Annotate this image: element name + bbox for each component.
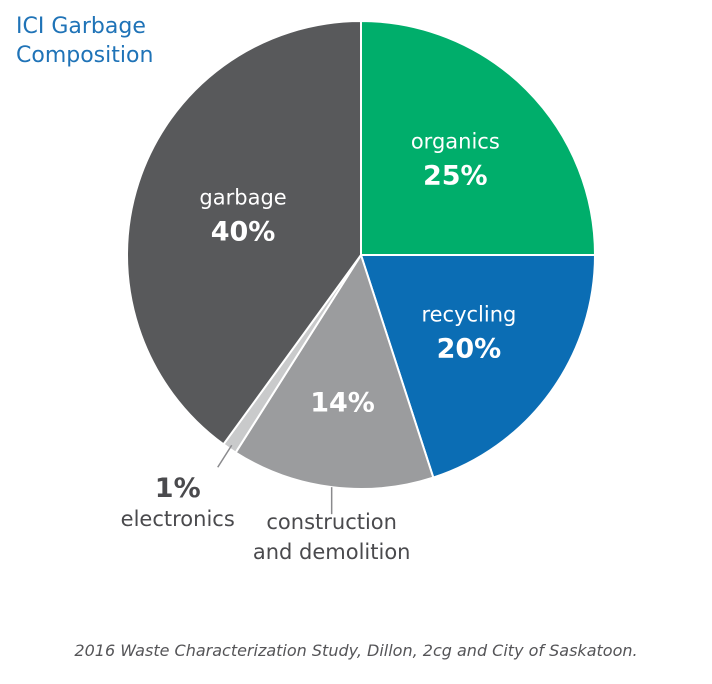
chart-title-line-1: ICI Garbage xyxy=(16,14,146,39)
value-electronics: 1% xyxy=(155,473,201,504)
label-recycling: recycling xyxy=(421,302,516,326)
value-organics: 25% xyxy=(423,161,488,192)
value-recycling: 20% xyxy=(437,333,502,364)
label-electronics: electronics xyxy=(121,507,235,531)
label-organics: organics xyxy=(411,130,500,154)
source-note: 2016 Waste Characterization Study, Dillo… xyxy=(74,641,638,660)
leader-line-electronics xyxy=(217,444,233,468)
label-construction-and-demolition-line-2: and demolition xyxy=(253,540,411,564)
pie-chart: organics 25% recycling 20% 14% construction an… xyxy=(121,20,596,564)
value-construction-and-demolition: 14% xyxy=(310,387,375,418)
slice-organics xyxy=(360,20,596,256)
chart-title: ICI Garbage Composition xyxy=(16,12,153,70)
chart-title-line-2: Composition xyxy=(16,43,154,68)
slice-construction-and-demolition xyxy=(234,254,435,490)
value-garbage: 40% xyxy=(211,217,276,248)
label-garbage: garbage xyxy=(199,186,286,210)
slice-garbage xyxy=(126,20,362,446)
label-construction-and-demolition-line-1: construction xyxy=(266,510,397,534)
slice-recycling xyxy=(360,254,596,479)
